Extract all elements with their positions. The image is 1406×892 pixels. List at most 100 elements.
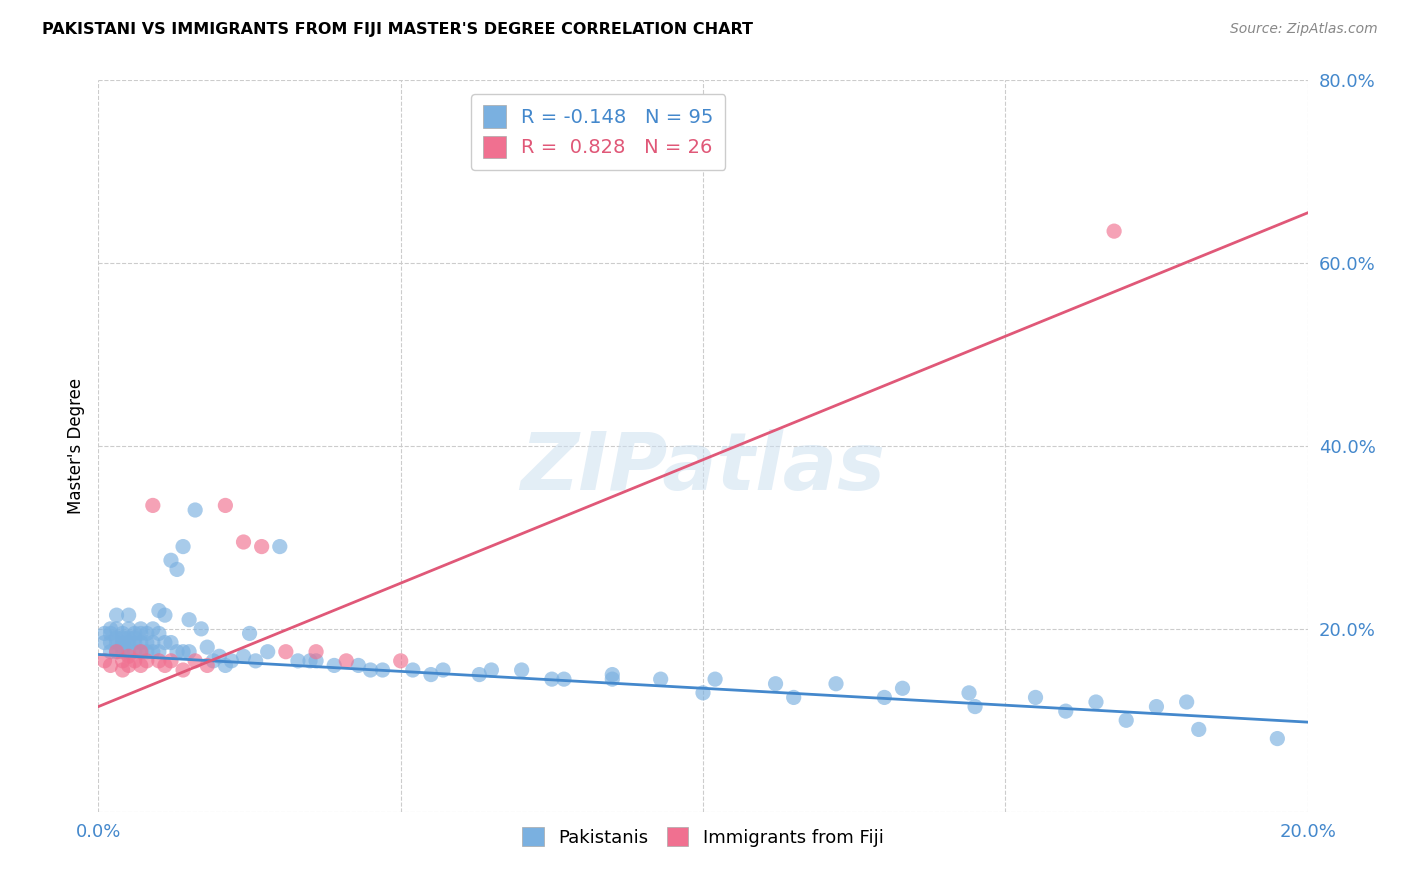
Point	[202, 654, 225, 668]
Point	[148, 654, 170, 668]
Point	[256, 645, 278, 659]
Point	[335, 654, 357, 668]
Point	[105, 645, 128, 659]
Point	[111, 645, 134, 659]
Point	[111, 631, 134, 645]
Point	[111, 626, 134, 640]
Point	[118, 645, 141, 659]
Point	[179, 645, 201, 659]
Point	[468, 667, 491, 681]
Point	[135, 635, 157, 649]
Point	[118, 635, 141, 649]
Point	[129, 635, 152, 649]
Point	[957, 686, 980, 700]
Point	[389, 654, 412, 668]
Point	[1144, 699, 1167, 714]
Point	[124, 654, 146, 668]
Point	[135, 645, 157, 659]
Point	[510, 663, 533, 677]
Point	[111, 640, 134, 655]
Point	[481, 663, 503, 677]
Point	[142, 622, 165, 636]
Point	[371, 663, 394, 677]
Point	[93, 635, 115, 649]
Point	[1024, 690, 1046, 705]
Point	[118, 658, 141, 673]
Point	[239, 626, 262, 640]
Point	[540, 672, 562, 686]
Point	[602, 672, 624, 686]
Point	[1054, 704, 1077, 718]
Point	[111, 654, 134, 668]
Point	[287, 654, 309, 668]
Point	[184, 503, 207, 517]
Text: Source: ZipAtlas.com: Source: ZipAtlas.com	[1230, 22, 1378, 37]
Point	[129, 622, 152, 636]
Text: ZIPatlas: ZIPatlas	[520, 429, 886, 507]
Point	[105, 635, 128, 649]
Point	[245, 654, 267, 668]
Point	[124, 645, 146, 659]
Point	[179, 613, 201, 627]
Text: PAKISTANI VS IMMIGRANTS FROM FIJI MASTER'S DEGREE CORRELATION CHART: PAKISTANI VS IMMIGRANTS FROM FIJI MASTER…	[42, 22, 754, 37]
Point	[135, 626, 157, 640]
Point	[250, 540, 273, 554]
Point	[299, 654, 322, 668]
Point	[305, 654, 328, 668]
Point	[232, 649, 254, 664]
Point	[323, 658, 346, 673]
Point	[124, 635, 146, 649]
Point	[93, 626, 115, 640]
Point	[783, 690, 806, 705]
Point	[172, 540, 194, 554]
Point	[825, 676, 848, 690]
Point	[160, 635, 183, 649]
Point	[650, 672, 672, 686]
Point	[124, 626, 146, 640]
Point	[873, 690, 896, 705]
Point	[166, 562, 188, 576]
Point	[100, 635, 122, 649]
Point	[135, 654, 157, 668]
Point	[190, 622, 212, 636]
Point	[214, 658, 236, 673]
Point	[1115, 714, 1137, 728]
Point	[347, 658, 370, 673]
Point	[142, 645, 165, 659]
Point	[420, 667, 443, 681]
Point	[118, 649, 141, 664]
Point	[195, 658, 218, 673]
Point	[105, 645, 128, 659]
Point	[129, 645, 152, 659]
Point	[153, 608, 176, 623]
Point	[129, 658, 152, 673]
Point	[105, 631, 128, 645]
Y-axis label: Master's Degree: Master's Degree	[66, 378, 84, 514]
Point	[100, 645, 122, 659]
Point	[553, 672, 575, 686]
Point	[1175, 695, 1198, 709]
Point	[105, 622, 128, 636]
Point	[118, 608, 141, 623]
Point	[100, 626, 122, 640]
Point	[93, 654, 115, 668]
Point	[148, 626, 170, 640]
Point	[129, 645, 152, 659]
Point	[160, 553, 183, 567]
Point	[160, 654, 183, 668]
Point	[142, 635, 165, 649]
Point	[208, 649, 231, 664]
Legend: R = -0.148   N = 95, R =  0.828   N = 26: R = -0.148 N = 95, R = 0.828 N = 26	[471, 94, 725, 169]
Point	[269, 540, 291, 554]
Point	[214, 499, 236, 513]
Point	[111, 663, 134, 677]
Point	[1267, 731, 1289, 746]
Point	[184, 654, 207, 668]
Point	[232, 535, 254, 549]
Point	[124, 631, 146, 645]
Point	[148, 645, 170, 659]
Point	[965, 699, 987, 714]
Point	[1188, 723, 1211, 737]
Point	[111, 635, 134, 649]
Point	[153, 658, 176, 673]
